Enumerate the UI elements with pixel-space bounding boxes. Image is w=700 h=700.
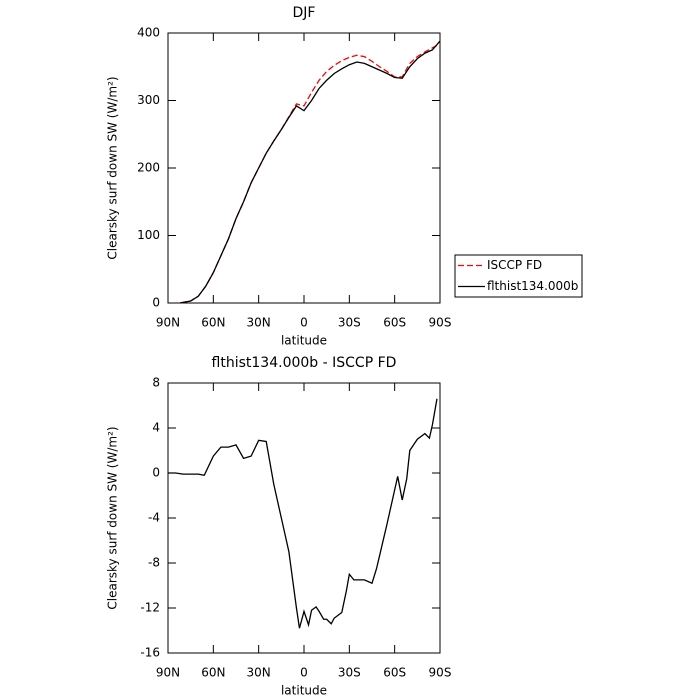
x-tick-label: 30N (247, 666, 271, 680)
legend-box (454, 254, 583, 298)
legend-label: flthist134.000b (487, 279, 578, 293)
x-tick-label: 0 (300, 316, 308, 330)
x-tick-label: 90N (156, 316, 180, 330)
x-tick-label: 60N (201, 316, 225, 330)
y-tick-label: 400 (137, 26, 160, 40)
y-tick-label: -4 (148, 511, 160, 525)
y-tick-label: 4 (152, 421, 160, 435)
x-tick-label: 60S (383, 316, 406, 330)
plot-frame (167, 32, 441, 304)
y-axis-label: Clearsky surf down SW (W/m²) (106, 426, 120, 609)
y-tick-label: -8 (148, 556, 160, 570)
y-tick-label: 100 (137, 228, 160, 242)
x-tick-label: 60S (383, 666, 406, 680)
x-tick-label: 90N (156, 666, 180, 680)
y-tick-label: 0 (152, 296, 160, 310)
legend-label: ISCCP FD (487, 258, 542, 272)
x-tick-label: 30S (338, 316, 361, 330)
x-tick-label: 30N (247, 316, 271, 330)
chart-title: DJF (293, 5, 316, 21)
series-line (179, 43, 441, 304)
y-tick-label: 8 (152, 376, 160, 390)
x-tick-label: 60N (201, 666, 225, 680)
y-tick-label: 0 (152, 466, 160, 480)
x-tick-label: 0 (300, 666, 308, 680)
x-axis-label: latitude (281, 334, 327, 348)
y-tick-label: 300 (137, 93, 160, 107)
series-line (168, 398, 438, 629)
chart-title: flthist134.000b - ISCCP FD (212, 355, 397, 371)
y-tick-label: 200 (137, 161, 160, 175)
x-tick-label: 90S (429, 316, 452, 330)
x-axis-label: latitude (281, 684, 327, 698)
series-line (179, 40, 441, 304)
x-tick-label: 30S (338, 666, 361, 680)
y-tick-label: -12 (140, 601, 160, 615)
x-tick-label: 90S (429, 666, 452, 680)
y-tick-label: -16 (140, 646, 160, 660)
y-axis-label: Clearsky surf down SW (W/m²) (106, 76, 120, 259)
